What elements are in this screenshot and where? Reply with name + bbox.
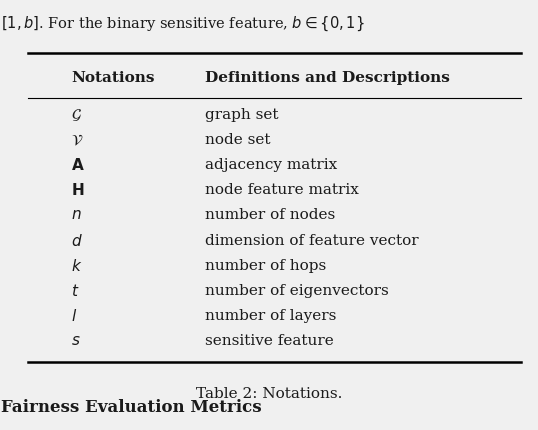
Text: number of hops: number of hops (205, 259, 326, 273)
Text: $[1, b]$. For the binary sensitive feature, $b \in \{0, 1\}$: $[1, b]$. For the binary sensitive featu… (2, 14, 365, 33)
Text: $s$: $s$ (71, 335, 81, 348)
Text: $\mathcal{V}$: $\mathcal{V}$ (71, 132, 83, 147)
Text: node set: node set (205, 133, 270, 147)
Text: $k$: $k$ (71, 258, 82, 274)
Text: graph set: graph set (205, 108, 278, 122)
Text: Definitions and Descriptions: Definitions and Descriptions (205, 71, 450, 85)
Text: $n$: $n$ (71, 209, 82, 222)
Text: $l$: $l$ (71, 308, 77, 324)
Text: adjacency matrix: adjacency matrix (205, 158, 337, 172)
Text: dimension of feature vector: dimension of feature vector (205, 233, 419, 248)
Text: $t$: $t$ (71, 283, 80, 299)
Text: Table 2: Notations.: Table 2: Notations. (196, 387, 342, 402)
Text: Notations: Notations (71, 71, 154, 85)
Text: $d$: $d$ (71, 233, 83, 249)
Text: $\mathcal{G}$: $\mathcal{G}$ (71, 107, 82, 123)
Text: number of eigenvectors: number of eigenvectors (205, 284, 388, 298)
Text: $\mathbf{A}$: $\mathbf{A}$ (71, 157, 84, 173)
Text: number of nodes: number of nodes (205, 209, 335, 222)
Text: $\mathbf{H}$: $\mathbf{H}$ (71, 182, 84, 198)
Text: number of layers: number of layers (205, 309, 336, 323)
Text: sensitive feature: sensitive feature (205, 335, 334, 348)
Text: node feature matrix: node feature matrix (205, 183, 359, 197)
Text: Fairness Evaluation Metrics: Fairness Evaluation Metrics (2, 399, 262, 416)
